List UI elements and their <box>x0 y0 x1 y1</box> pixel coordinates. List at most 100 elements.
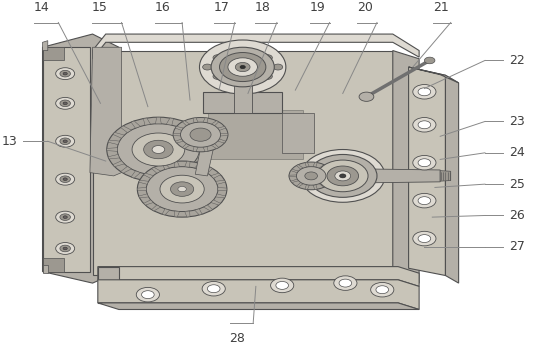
Circle shape <box>240 65 246 69</box>
Circle shape <box>289 162 333 190</box>
Text: 25: 25 <box>509 177 524 191</box>
Circle shape <box>63 102 67 104</box>
Polygon shape <box>200 148 210 151</box>
Polygon shape <box>204 167 212 173</box>
Polygon shape <box>211 200 220 205</box>
Circle shape <box>263 55 272 61</box>
Circle shape <box>413 231 436 246</box>
Circle shape <box>276 281 288 289</box>
Polygon shape <box>108 154 119 159</box>
Circle shape <box>235 62 250 72</box>
Circle shape <box>339 279 351 287</box>
Circle shape <box>136 288 159 302</box>
Circle shape <box>178 186 186 192</box>
Circle shape <box>273 64 282 70</box>
Polygon shape <box>203 92 282 113</box>
Polygon shape <box>313 162 317 167</box>
Circle shape <box>238 78 247 83</box>
Polygon shape <box>151 205 160 211</box>
Polygon shape <box>107 148 117 151</box>
Circle shape <box>418 121 431 129</box>
Circle shape <box>263 73 272 79</box>
Text: 20: 20 <box>357 1 373 14</box>
Polygon shape <box>409 67 458 83</box>
Text: 26: 26 <box>509 209 524 222</box>
Polygon shape <box>173 133 181 136</box>
Circle shape <box>334 276 357 290</box>
Polygon shape <box>42 34 119 283</box>
Circle shape <box>60 245 71 252</box>
Circle shape <box>60 176 71 182</box>
Polygon shape <box>291 169 299 173</box>
Circle shape <box>202 281 225 296</box>
Circle shape <box>56 97 75 109</box>
Circle shape <box>213 55 223 61</box>
Polygon shape <box>324 169 332 173</box>
Text: 24: 24 <box>509 146 524 159</box>
Polygon shape <box>195 163 202 170</box>
Circle shape <box>142 291 154 299</box>
Text: 23: 23 <box>509 115 524 128</box>
Polygon shape <box>93 51 393 275</box>
Text: 27: 27 <box>509 240 524 253</box>
Polygon shape <box>156 117 161 124</box>
Polygon shape <box>185 161 190 167</box>
Polygon shape <box>343 169 440 183</box>
Circle shape <box>56 243 75 254</box>
Circle shape <box>340 174 346 178</box>
Circle shape <box>63 140 67 143</box>
Text: 21: 21 <box>433 1 448 14</box>
Circle shape <box>271 278 294 293</box>
Polygon shape <box>305 185 309 190</box>
Circle shape <box>63 178 67 181</box>
Circle shape <box>301 149 385 202</box>
Circle shape <box>305 172 317 180</box>
Circle shape <box>418 159 431 167</box>
Circle shape <box>60 214 71 220</box>
Circle shape <box>60 138 71 145</box>
Polygon shape <box>209 110 303 160</box>
Circle shape <box>173 118 228 152</box>
Polygon shape <box>211 173 220 178</box>
Polygon shape <box>90 47 121 176</box>
Circle shape <box>371 282 394 297</box>
Circle shape <box>317 160 368 192</box>
Polygon shape <box>393 51 419 283</box>
Circle shape <box>56 173 75 185</box>
Circle shape <box>203 64 212 70</box>
Polygon shape <box>98 267 119 303</box>
Circle shape <box>296 167 326 185</box>
Polygon shape <box>162 209 170 215</box>
Polygon shape <box>211 121 219 126</box>
Polygon shape <box>42 258 64 272</box>
Polygon shape <box>42 47 90 272</box>
Circle shape <box>335 171 350 181</box>
Polygon shape <box>143 174 150 181</box>
Polygon shape <box>93 34 419 59</box>
Text: 22: 22 <box>509 54 524 67</box>
Circle shape <box>200 40 286 94</box>
Circle shape <box>413 155 436 170</box>
Polygon shape <box>220 133 228 136</box>
Circle shape <box>376 286 388 294</box>
Text: 14: 14 <box>34 1 49 14</box>
Polygon shape <box>185 126 196 133</box>
Polygon shape <box>143 118 150 125</box>
Circle shape <box>160 175 204 203</box>
Polygon shape <box>282 113 314 153</box>
Polygon shape <box>446 75 458 283</box>
Polygon shape <box>185 211 190 217</box>
Polygon shape <box>326 175 333 177</box>
Circle shape <box>424 57 435 64</box>
Polygon shape <box>296 182 303 187</box>
Circle shape <box>211 47 274 87</box>
Circle shape <box>413 193 436 208</box>
Polygon shape <box>440 171 450 181</box>
Polygon shape <box>319 182 326 187</box>
Polygon shape <box>218 139 226 143</box>
Polygon shape <box>203 118 208 123</box>
Circle shape <box>63 247 67 250</box>
Polygon shape <box>218 126 226 130</box>
Polygon shape <box>98 280 419 309</box>
Polygon shape <box>162 163 170 170</box>
